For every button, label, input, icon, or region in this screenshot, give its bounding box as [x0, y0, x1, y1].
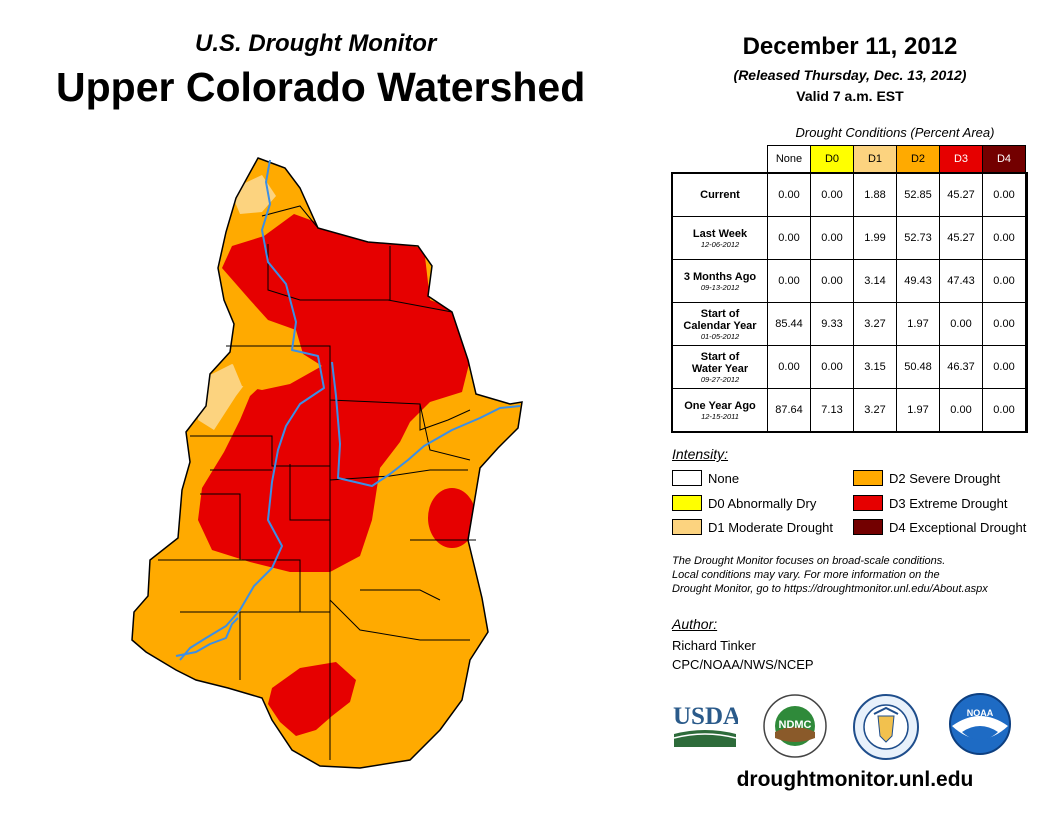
column-header: D2 — [896, 145, 940, 174]
colorado-river — [175, 159, 521, 661]
disclaimer-note: The Drought Monitor focuses on broad-sca… — [672, 555, 988, 595]
table-cell: 3.27 — [853, 302, 897, 346]
svg-text:NOAA: NOAA — [967, 708, 994, 718]
legend-swatch — [853, 470, 883, 486]
usda-logo-icon: USDA — [673, 703, 738, 747]
table-cell: 47.43 — [939, 259, 983, 303]
table-row: Last Week 12-06-2012 0.00 0.00 1.99 52.73… — [672, 216, 1026, 260]
table-cell: 49.43 — [896, 259, 940, 303]
table-row: Current 0.00 0.00 1.88 52.85 45.27 0.00 — [672, 172, 1026, 217]
table-cell: 1.97 — [896, 302, 940, 346]
column-header: D1 — [853, 145, 897, 174]
legend-title: Intensity: — [672, 446, 729, 462]
table-cell: 52.73 — [896, 216, 940, 260]
d3-area-south — [268, 662, 356, 736]
legend-item-d2: D2 Severe Drought — [853, 470, 1000, 486]
table-cell: 0.00 — [939, 302, 983, 346]
table-cell: 0.00 — [939, 388, 983, 432]
table-cell: 0.00 — [982, 388, 1026, 432]
noaa-logo-icon: NOAA — [949, 693, 1011, 755]
table-title: Drought Conditions (Percent Area) — [795, 125, 995, 140]
legend-swatch — [672, 470, 702, 486]
table-cell: 1.88 — [853, 172, 897, 217]
row-label: 3 Months Ago 09-13-2012 — [672, 259, 768, 303]
row-label: Current — [672, 172, 768, 217]
legend-item-d3: D3 Extreme Drought — [853, 495, 1008, 511]
ndmc-logo-icon: NDMC — [763, 694, 827, 758]
table-cell: 87.64 — [767, 388, 811, 432]
doc-seal-icon — [853, 694, 919, 760]
valid-time: Valid 7 a.m. EST — [796, 88, 904, 104]
table-cell: 1.99 — [853, 216, 897, 260]
legend-item-d1: D1 Moderate Drought — [672, 519, 833, 535]
drought-conditions-table: None D0 D1 D2 D3 D4 Current 0.00 0.00 1.… — [672, 145, 1026, 432]
table-cell: 0.00 — [767, 216, 811, 260]
d3-area-east — [428, 488, 476, 548]
map-title: Upper Colorado Watershed — [56, 64, 586, 110]
column-header: D3 — [939, 145, 983, 174]
table-row: 3 Months Ago 09-13-2012 0.00 0.00 3.14 49… — [672, 259, 1026, 303]
table-cell: 0.00 — [767, 172, 811, 217]
column-header: D0 — [810, 145, 854, 174]
table-cell: 9.33 — [810, 302, 854, 346]
author-org: CPC/NOAA/NWS/NCEP — [672, 657, 814, 672]
table-row: One Year Ago 12-15-2011 87.64 7.13 3.27 1… — [672, 388, 1026, 432]
d3-area-main — [198, 214, 470, 572]
legend-swatch — [853, 495, 883, 511]
row-label: Start of Water Year 09-27-2012 — [672, 345, 768, 389]
legend-item-d4: D4 Exceptional Drought — [853, 519, 1026, 535]
website-url[interactable]: droughtmonitor.unl.edu — [736, 768, 974, 791]
map-date: December 11, 2012 — [742, 33, 958, 60]
watershed-map — [131, 157, 523, 769]
map-subtitle: U.S. Drought Monitor — [195, 30, 437, 57]
release-date: (Released Thursday, Dec. 13, 2012) — [733, 67, 967, 83]
legend-item-none: None — [672, 470, 739, 486]
table-cell: 0.00 — [767, 259, 811, 303]
table-cell: 50.48 — [896, 345, 940, 389]
table-cell: 7.13 — [810, 388, 854, 432]
table-cell: 0.00 — [810, 216, 854, 260]
table-cell: 0.00 — [810, 172, 854, 217]
row-label: Last Week 12-06-2012 — [672, 216, 768, 260]
table-cell: 1.97 — [896, 388, 940, 432]
row-label: One Year Ago 12-15-2011 — [672, 388, 768, 432]
author-name: Richard Tinker — [672, 638, 756, 653]
table-cell: 85.44 — [767, 302, 811, 346]
table-cell: 3.14 — [853, 259, 897, 303]
table-cell: 0.00 — [982, 345, 1026, 389]
row-label: Start of Calendar Year 01-05-2012 — [672, 302, 768, 346]
table-row: Start of Water Year 09-27-2012 0.00 0.00 3… — [672, 345, 1026, 389]
d2-notch — [232, 348, 322, 390]
legend-swatch — [853, 519, 883, 535]
subbasin-boundaries — [158, 205, 476, 760]
table-cell: 0.00 — [982, 259, 1026, 303]
table-cell: 0.00 — [810, 345, 854, 389]
table-cell: 3.27 — [853, 388, 897, 432]
table-cell: 45.27 — [939, 172, 983, 217]
table-cell: 0.00 — [767, 345, 811, 389]
svg-text:USDA: USDA — [673, 703, 738, 730]
svg-text:NDMC: NDMC — [779, 719, 812, 731]
column-header: D4 — [982, 145, 1026, 174]
legend-swatch — [672, 519, 702, 535]
author-label: Author: — [672, 616, 718, 632]
legend-swatch — [672, 495, 702, 511]
table-cell: 52.85 — [896, 172, 940, 217]
table-cell: 46.37 — [939, 345, 983, 389]
table-cell: 0.00 — [982, 216, 1026, 260]
table-row: Start of Calendar Year 01-05-2012 85.44 9.… — [672, 302, 1026, 346]
basin-outline — [131, 157, 523, 769]
table-cell: 3.15 — [853, 345, 897, 389]
table-cell: 0.00 — [810, 259, 854, 303]
table-header-row: None D0 D1 D2 D3 D4 — [673, 145, 1026, 174]
table-cell: 45.27 — [939, 216, 983, 260]
legend-item-d0: D0 Abnormally Dry — [672, 495, 816, 511]
column-header: None — [767, 145, 811, 174]
table-cell: 0.00 — [982, 302, 1026, 346]
table-cell: 0.00 — [982, 172, 1026, 217]
